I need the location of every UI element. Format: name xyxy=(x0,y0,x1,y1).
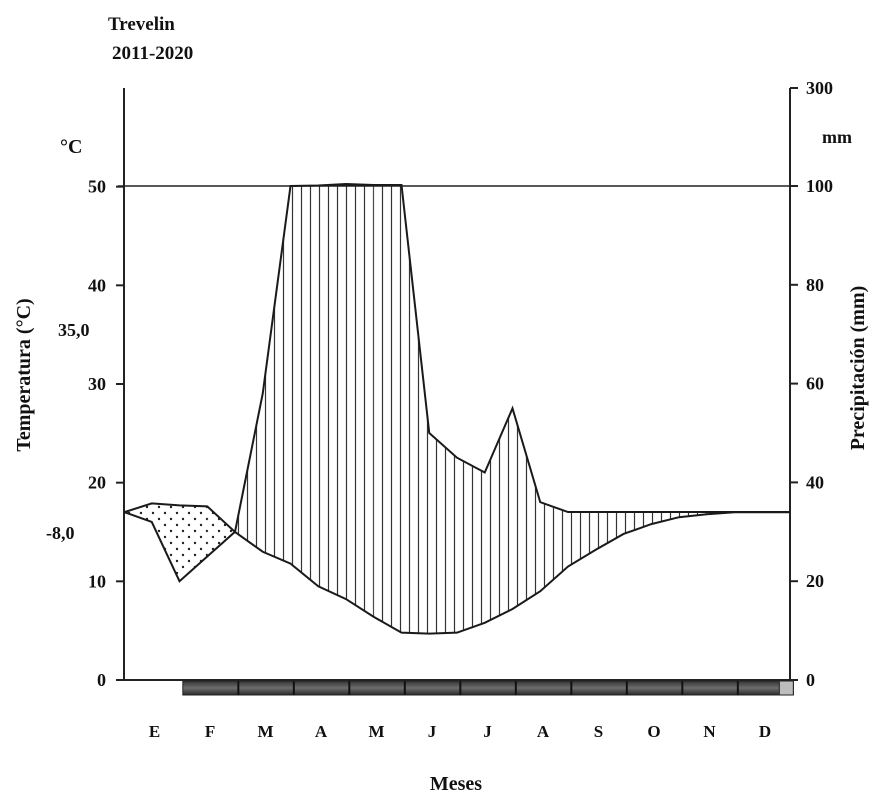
month-label: E xyxy=(149,722,160,741)
left-tick-label: 0 xyxy=(97,670,106,690)
chart-title: Trevelin xyxy=(108,14,175,36)
left-tick-label: 40 xyxy=(88,275,106,295)
humid-period-fill xyxy=(318,186,346,599)
humid-period-fill xyxy=(291,186,319,586)
dry-months-bar xyxy=(183,681,794,695)
right-tick-label: 60 xyxy=(806,374,824,394)
left-tick-label: 30 xyxy=(88,374,106,394)
right-tick-label: 40 xyxy=(806,472,824,492)
humid-period-fill xyxy=(513,408,541,609)
right-tick-label: 300 xyxy=(806,78,833,98)
dry-period-fill xyxy=(207,506,235,556)
right-tick-label: 0 xyxy=(806,670,815,690)
month-label: M xyxy=(369,722,385,741)
humid-period-fill xyxy=(457,458,485,633)
month-label: S xyxy=(594,722,603,741)
humid-period-fill xyxy=(374,186,402,633)
left-tick-label: 50 xyxy=(88,177,106,197)
month-label: F xyxy=(205,722,215,741)
month-label: A xyxy=(537,722,550,741)
bar-end-cap xyxy=(779,681,793,695)
min-temperature-label: -8,0 xyxy=(46,523,75,543)
month-label: M xyxy=(258,722,274,741)
month-label: A xyxy=(315,722,328,741)
left-unit-label: °C xyxy=(60,136,82,158)
humid-period-fill xyxy=(596,512,624,550)
mean-temperature-label: 35,0 xyxy=(58,320,90,340)
month-label: N xyxy=(703,722,716,741)
right-tick-label: 100 xyxy=(806,176,833,196)
humid-period-fill xyxy=(429,433,457,634)
right-unit-label: mm xyxy=(822,127,852,147)
y-axis-left-title: Temperatura (°C) xyxy=(13,298,35,451)
x-axis-title: Meses xyxy=(430,773,482,795)
month-label: D xyxy=(759,722,771,741)
right-tick-label: 80 xyxy=(806,275,824,295)
humid-period-fill xyxy=(402,186,430,634)
dry-period-fill xyxy=(152,503,180,581)
right-tick-label: 20 xyxy=(806,571,824,591)
left-tick-label: 10 xyxy=(88,571,106,591)
chart-subtitle: 2011-2020 xyxy=(112,43,193,65)
humid-period-fill xyxy=(263,186,291,564)
humid-period-fill xyxy=(346,186,374,617)
month-label: J xyxy=(483,722,492,741)
left-tick-label: 20 xyxy=(88,473,106,493)
y-axis-right-title: Precipitación (mm) xyxy=(847,286,869,451)
month-label: J xyxy=(428,722,437,741)
humid-period-fill xyxy=(624,512,652,534)
month-label: O xyxy=(647,722,660,741)
